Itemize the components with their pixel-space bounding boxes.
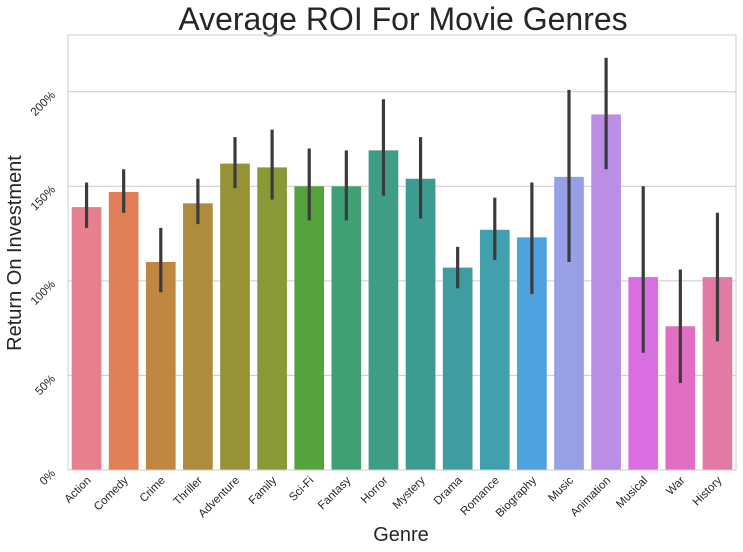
- x-tick-label: Adventure: [197, 475, 243, 521]
- bar-comedy: [108, 191, 139, 470]
- y-tick-label: 150%: [29, 184, 58, 213]
- bar-thriller: [183, 203, 213, 470]
- chart-title: Average ROI For Movie Genres: [178, 1, 627, 37]
- y-tick-label: 0%: [38, 468, 58, 488]
- x-tick-label: Animation: [569, 475, 614, 520]
- y-gridlines: [68, 91, 736, 376]
- x-tick-label: History: [691, 474, 725, 508]
- x-tick-label: Comedy: [92, 474, 131, 513]
- x-tick-label: Biography: [494, 474, 539, 519]
- x-axis-label: Genre: [373, 524, 429, 546]
- x-tick-label: Drama: [432, 474, 465, 507]
- bar-fantasy: [331, 186, 362, 470]
- x-tick-label: Horror: [359, 475, 391, 507]
- bar-horror: [368, 150, 399, 470]
- y-tick-label: 200%: [29, 89, 58, 118]
- bar-sci-fi: [294, 186, 325, 470]
- bar-crime: [145, 261, 176, 470]
- x-tick-label: Sci-Fi: [287, 475, 316, 504]
- y-tick-label: 100%: [29, 279, 58, 308]
- x-tick-label: Fantasy: [316, 474, 354, 512]
- bar-family: [257, 167, 287, 471]
- bar-animation: [591, 114, 621, 470]
- bar-action: [71, 207, 102, 470]
- y-tick-label: 50%: [33, 373, 58, 398]
- bar-adventure: [220, 163, 250, 470]
- x-tick-label: Musical: [614, 475, 650, 511]
- x-tick-label: Mystery: [391, 474, 428, 511]
- x-tick-label: Crime: [138, 475, 168, 505]
- bars: [71, 114, 733, 471]
- x-tick-label: Music: [546, 474, 576, 504]
- plot-frame: [67, 34, 737, 471]
- bar-mystery: [405, 178, 436, 470]
- y-axis-label: Return On Investment: [4, 155, 26, 351]
- bar-romance: [479, 229, 510, 470]
- x-tick-label: War: [664, 475, 687, 498]
- x-tick-label: Thriller: [172, 475, 205, 508]
- x-tick-label: Family: [247, 474, 280, 507]
- y-tick-labels: 0% 50% 100% 150% 200%: [29, 89, 58, 488]
- error-bars: [84, 57, 720, 383]
- bar-drama: [442, 267, 473, 470]
- x-tick-label: Action: [63, 475, 94, 506]
